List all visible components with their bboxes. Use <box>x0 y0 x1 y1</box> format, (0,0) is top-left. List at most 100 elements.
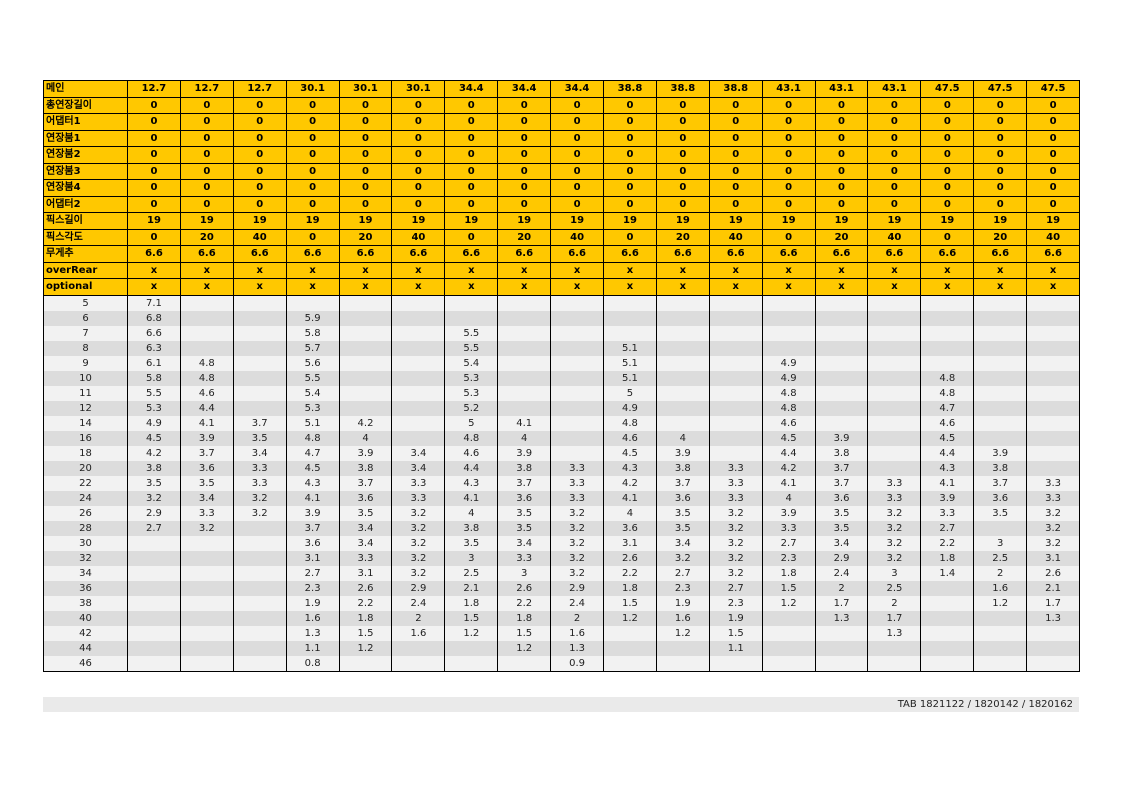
load-cell: 3.3 <box>338 550 393 566</box>
table-row: 20 3.8 3.6 3.3 4.5 3.8 3.4 4.4 3.8 3.3 4.3 3.8 3.3 4.… <box>43 460 1081 476</box>
load-cell: 3.8 <box>973 460 1028 476</box>
header-cell: 0 <box>1026 113 1081 131</box>
load-cell: 2.4 <box>550 595 605 611</box>
header-cell: 19 <box>973 212 1028 230</box>
load-cell <box>1026 370 1081 386</box>
load-cell: 3.4 <box>814 535 869 551</box>
load-cell <box>497 295 552 311</box>
table-row: 16 4.5 3.9 3.5 4.8 4 4.8 4 4.6 4 4.5 3.9 4.5 <box>43 430 1081 446</box>
load-cell: 3.5 <box>814 505 869 521</box>
load-cell: 2.5 <box>973 550 1028 566</box>
load-cell: 1.9 <box>285 595 340 611</box>
header-cell: 0 <box>550 179 605 197</box>
load-cell: 2.1 <box>1026 580 1081 596</box>
load-cell: 3.9 <box>761 505 816 521</box>
load-cell <box>814 325 869 341</box>
header-cell: 0 <box>1026 179 1081 197</box>
load-cell: 4.3 <box>285 475 340 491</box>
load-cell: 1.1 <box>708 640 763 656</box>
load-cell <box>179 655 234 672</box>
header-cell: 6.6 <box>550 245 605 263</box>
load-cell: 3.5 <box>338 505 393 521</box>
header-cell: 6.6 <box>179 245 234 263</box>
load-cell: 3.5 <box>814 520 869 536</box>
header-row-label: 연장붐4 <box>43 179 128 197</box>
header-cell: 30.1 <box>391 80 446 98</box>
header-cell: x <box>973 278 1028 296</box>
table-row: 7 6.6 5.8 5.5 <box>43 325 1081 341</box>
header-cell: 19 <box>232 212 287 230</box>
header-cell: 0 <box>444 113 499 131</box>
load-cell: 1.5 <box>603 595 657 611</box>
header-cell: 6.6 <box>814 245 869 263</box>
header-cell: 20 <box>179 228 234 246</box>
load-cell: 2.2 <box>920 535 975 551</box>
load-cell: 2.6 <box>497 580 552 596</box>
load-cell <box>391 655 446 672</box>
load-cell <box>708 355 763 371</box>
load-cell: 3.5 <box>127 475 181 491</box>
load-cell <box>814 385 869 401</box>
load-cell: 3.9 <box>973 445 1028 461</box>
radius-cell: 16 <box>43 430 128 446</box>
load-cell <box>232 340 287 356</box>
load-cell <box>867 325 922 341</box>
radius-cell: 22 <box>43 475 128 491</box>
header-cell: 6.6 <box>1026 245 1081 263</box>
load-cell: 3.2 <box>232 490 287 506</box>
load-cell: 4.2 <box>603 475 657 491</box>
load-cell <box>973 340 1028 356</box>
load-cell: 1.8 <box>338 610 393 626</box>
load-cell: 4.6 <box>761 415 816 431</box>
header-row: 어댑터1 0 0 0 0 0 0 0 0 0 0 0 0 0 0 0 0 0 0 <box>43 113 1081 131</box>
load-cell: 4.4 <box>179 400 234 416</box>
load-cell: 3 <box>444 550 499 566</box>
header-cell: 0 <box>920 146 975 164</box>
header-cell: 0 <box>603 195 657 213</box>
load-cell <box>814 625 869 641</box>
load-cell: 5.5 <box>285 370 340 386</box>
load-cell: 3.6 <box>655 490 710 506</box>
load-cell: 2.3 <box>655 580 710 596</box>
load-cell: 4.9 <box>761 370 816 386</box>
load-cell: 2.2 <box>497 595 552 611</box>
load-cell: 3.7 <box>973 475 1028 491</box>
header-cell: 0 <box>708 129 763 147</box>
header-cell: 0 <box>708 195 763 213</box>
header-row: 픽스길이 19 19 19 19 19 19 19 19 19 19 19 19 19 19 19 19 19 19 <box>43 212 1081 230</box>
load-cell <box>232 370 287 386</box>
footer-reference: TAB 1821122 / 1820142 / 1820162 <box>897 699 1073 710</box>
header-cell: x <box>655 261 710 279</box>
load-cell <box>655 370 710 386</box>
load-cell <box>920 580 975 596</box>
load-cell <box>285 295 340 311</box>
header-cell: x <box>708 278 763 296</box>
header-row: 연장붐4 0 0 0 0 0 0 0 0 0 0 0 0 0 0 0 0 0 0 <box>43 179 1081 197</box>
load-cell: 2.9 <box>550 580 605 596</box>
header-cell: 0 <box>920 179 975 197</box>
header-cell: 19 <box>708 212 763 230</box>
load-cell <box>232 355 287 371</box>
header-cell: 19 <box>867 212 922 230</box>
load-cell <box>444 640 499 656</box>
load-cell <box>179 610 234 626</box>
load-cell: 3.5 <box>232 430 287 446</box>
load-cell: 2.9 <box>814 550 869 566</box>
radius-cell: 18 <box>43 445 128 461</box>
load-cell <box>497 385 552 401</box>
header-cell: 6.6 <box>655 245 710 263</box>
header-cell: x <box>603 261 657 279</box>
load-cell: 3.5 <box>655 505 710 521</box>
load-cell: 3.2 <box>708 565 763 581</box>
header-cell: 0 <box>867 195 922 213</box>
load-cell <box>179 640 234 656</box>
header-cell: 0 <box>497 129 552 147</box>
load-cell <box>391 340 446 356</box>
header-cell: 0 <box>1026 146 1081 164</box>
load-cell: 3.3 <box>391 490 446 506</box>
load-cell: 3.8 <box>444 520 499 536</box>
header-cell: 0 <box>655 162 710 180</box>
load-cell: 3.2 <box>391 505 446 521</box>
load-cell <box>655 295 710 311</box>
load-cell <box>814 655 869 672</box>
